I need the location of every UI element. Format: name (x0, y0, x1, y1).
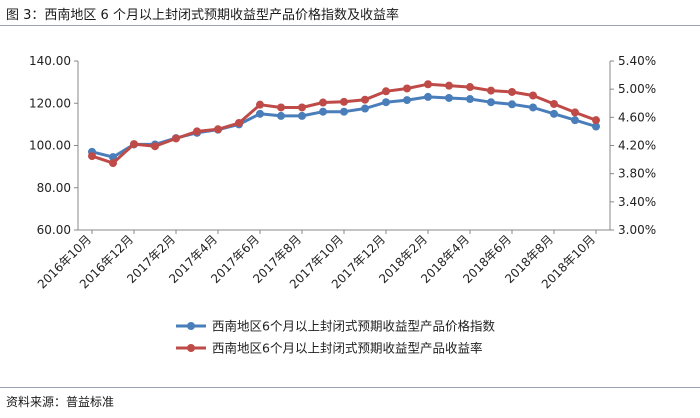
series-2-point (382, 87, 390, 96)
series-2-point (445, 81, 453, 90)
series-2-point (550, 99, 558, 108)
chart-series (88, 80, 600, 168)
series-1-point (487, 98, 495, 107)
series-1-point (319, 107, 327, 116)
series-2-point (193, 127, 201, 136)
series-2-point (529, 91, 537, 100)
left-tick-label: 60.00 (37, 223, 71, 237)
series-1-point (424, 92, 432, 101)
figure-title: 图 3：西南地区 6 个月以上封闭式预期收益型产品价格指数及收益率 (6, 8, 399, 23)
series-2-point (424, 80, 432, 89)
series-1-point (592, 122, 600, 131)
series-1-point (571, 116, 579, 125)
chart-axes: 60.00 80.00 100.00 120.00 140.00 3.00% 3.40% 3.… (29, 54, 656, 291)
series-2-point (172, 134, 180, 143)
series-2-point (592, 116, 600, 125)
right-tick-label: 4.20% (618, 139, 656, 153)
series-1-point (256, 109, 264, 118)
right-tick-label: 3.40% (618, 195, 656, 209)
right-tick-label: 3.80% (618, 167, 656, 181)
series-1-point (550, 109, 558, 118)
series-2-point (571, 108, 579, 117)
series-1-point (508, 100, 516, 109)
series-1-point (445, 93, 453, 102)
series-line-1 (91, 95, 597, 159)
series-2-point (277, 103, 285, 112)
series-2-point (340, 97, 348, 106)
series-2-point (361, 95, 369, 104)
series-1-point (298, 111, 306, 120)
series-2-point (235, 118, 243, 127)
series-2-point (130, 140, 138, 149)
bottom-rule (0, 387, 700, 388)
left-tick-label: 100.00 (29, 139, 71, 153)
series-1-point (529, 103, 537, 112)
chart-legend: 西南地区6个月以上封闭式预期收益型产品价格指数西南地区6个月以上封闭式预期收益型… (176, 319, 495, 356)
series-2-point (109, 159, 117, 168)
right-tick-label: 4.60% (618, 110, 656, 124)
legend-label: 西南地区6个月以上封闭式预期收益型产品收益率 (212, 341, 482, 356)
series-2-point (466, 83, 474, 92)
legend-swatch-marker (187, 344, 195, 352)
left-tick-label: 80.00 (37, 181, 71, 195)
series-1-point (361, 104, 369, 113)
series-2-point (151, 142, 159, 151)
series-1-point (403, 96, 411, 105)
source-note: 资料来源：普益标准 (6, 395, 115, 409)
series-2-point (319, 98, 327, 107)
left-tick-label: 140.00 (29, 54, 71, 68)
series-2-point (256, 100, 264, 109)
series-2-point (298, 103, 306, 112)
series-1-point (466, 95, 474, 104)
series-2-point (403, 84, 411, 93)
top-rule (0, 25, 700, 26)
series-2-point (508, 87, 516, 96)
series-1-point (382, 98, 390, 107)
legend-label: 西南地区6个月以上封闭式预期收益型产品价格指数 (212, 319, 495, 334)
series-2-point (88, 152, 96, 161)
series-2-point (487, 86, 495, 95)
legend-swatch-marker (187, 322, 195, 330)
series-1-point (340, 107, 348, 116)
right-tick-label: 5.40% (618, 54, 656, 68)
series-line-2 (91, 82, 597, 165)
series-1-point (277, 111, 285, 120)
series-1-point (109, 153, 117, 162)
series-2-point (214, 125, 222, 134)
right-tick-label: 5.00% (618, 82, 656, 96)
left-tick-label: 120.00 (29, 96, 71, 110)
right-tick-label: 3.00% (618, 223, 656, 237)
